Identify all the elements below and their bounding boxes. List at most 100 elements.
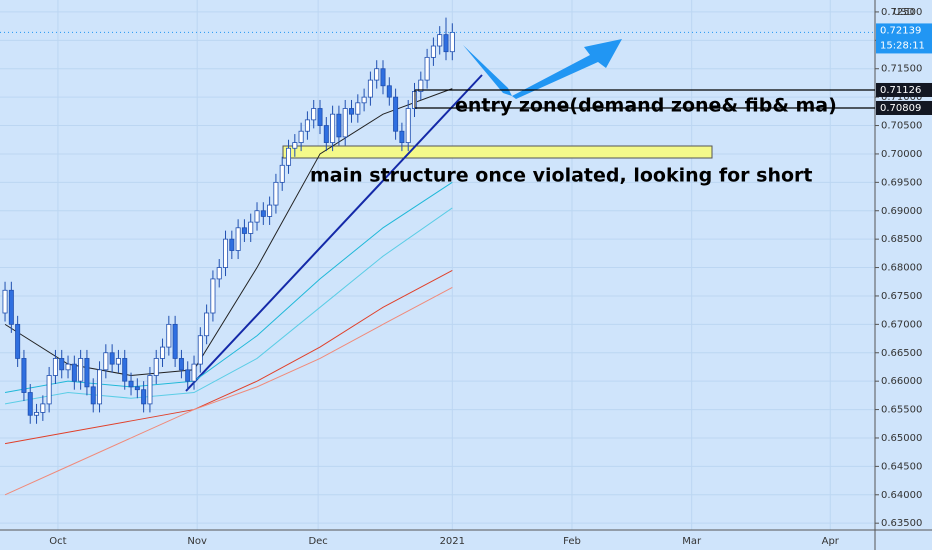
- y-tick-label: 0.68000: [881, 263, 922, 274]
- candle-body: [34, 412, 40, 416]
- candle-body: [90, 386, 96, 405]
- candle-body: [399, 130, 405, 143]
- y-tick-label: 0.66000: [881, 376, 922, 387]
- candle-body: [103, 352, 109, 371]
- level-label: 0.71126: [880, 85, 921, 96]
- candle-body: [355, 102, 361, 115]
- y-tick-label: 0.67000: [881, 319, 922, 330]
- candle-body: [141, 389, 147, 405]
- level-box: [876, 100, 932, 115]
- moving-average: [4, 88, 453, 376]
- y-tick-label: 0.71000: [881, 92, 922, 103]
- candle-body: [317, 108, 323, 126]
- x-tick-label: 2021: [440, 536, 465, 547]
- candle-body: [267, 204, 273, 217]
- x-tick-label: Mar: [682, 536, 702, 547]
- candle-body: [15, 323, 21, 359]
- y-tick-label: 0.66500: [881, 348, 922, 359]
- candle-body: [166, 323, 172, 348]
- candle-body: [78, 358, 84, 382]
- candle-body: [437, 34, 443, 47]
- last-price-box: [876, 23, 932, 54]
- candle-body: [323, 125, 329, 143]
- candle-body: [286, 147, 292, 166]
- candle-body: [330, 113, 336, 143]
- candle-body: [128, 380, 134, 388]
- candle-body: [241, 227, 247, 234]
- candle-body: [134, 386, 140, 391]
- candle-body: [160, 346, 166, 359]
- moving-average: [4, 207, 453, 405]
- candle-body: [336, 113, 342, 138]
- candle-body: [374, 68, 380, 81]
- candle-body: [449, 31, 455, 53]
- candle-body: [52, 358, 58, 376]
- candle-body: [8, 289, 14, 325]
- candle-body: [59, 358, 65, 371]
- y-tick-label: 0.71500: [881, 64, 922, 75]
- candle-body: [361, 96, 367, 104]
- candle-body: [216, 267, 222, 280]
- level-box: [876, 82, 932, 97]
- arrow-down: [463, 45, 512, 96]
- currency: USD: [893, 7, 915, 18]
- candle-body: [185, 369, 191, 382]
- arrow-up: [512, 39, 622, 99]
- candle-body: [279, 164, 285, 183]
- y-tick-label: 0.70000: [881, 149, 922, 160]
- y-tick-label: 0.63500: [881, 518, 922, 529]
- candle-body: [65, 363, 71, 371]
- candle-body: [349, 108, 355, 115]
- candle-body: [2, 289, 8, 314]
- candle-body: [235, 227, 241, 251]
- trendline: [185, 74, 483, 392]
- y-tick-label: 0.65000: [881, 433, 922, 444]
- moving-average: [4, 269, 453, 445]
- candle-body: [229, 238, 235, 251]
- candle-body: [46, 375, 52, 405]
- candle-body: [27, 392, 33, 416]
- candle-body: [71, 363, 77, 382]
- structure-zone: [282, 145, 713, 159]
- candle-body: [172, 323, 178, 359]
- candle-body: [405, 108, 411, 143]
- candle-body: [122, 358, 128, 382]
- y-tick-label: 0.67500: [881, 291, 922, 302]
- x-tick-label: Apr: [822, 536, 840, 547]
- moving-average: [4, 286, 453, 496]
- x-tick-label: Nov: [187, 536, 207, 547]
- candle-body: [197, 335, 203, 365]
- candle-body: [273, 181, 279, 206]
- candle-body: [254, 210, 260, 223]
- candle-body: [393, 96, 399, 132]
- x-tick-label: Oct: [49, 536, 66, 547]
- candle-body: [147, 375, 153, 405]
- candle-body: [223, 238, 229, 268]
- candle-body: [292, 142, 298, 149]
- candle-body: [430, 45, 436, 58]
- level-label: 0.70809: [880, 103, 921, 114]
- structure-note: main structure once violated, looking fo…: [310, 165, 813, 187]
- candle-body: [386, 85, 392, 98]
- y-tick-label: 0.65500: [881, 405, 922, 416]
- candle-body: [84, 358, 90, 388]
- candle-body: [109, 352, 115, 365]
- moving-average: [4, 181, 453, 394]
- candle-body: [311, 108, 317, 121]
- candle-body: [304, 119, 310, 132]
- entry-zone-note: entry zone(demand zone& fib& ma): [455, 95, 837, 117]
- candle-body: [367, 79, 373, 98]
- y-tick-label: 0.70500: [881, 121, 922, 132]
- candle-body: [298, 130, 304, 143]
- x-tick-label: Dec: [308, 536, 327, 547]
- candle-body: [153, 358, 159, 376]
- y-tick-label: 0.64500: [881, 461, 922, 472]
- y-tick-label: 0.69000: [881, 206, 922, 217]
- candle-body: [178, 358, 184, 371]
- x-tick-label: Feb: [563, 536, 581, 547]
- candle-body: [260, 210, 266, 217]
- candle-body: [248, 221, 254, 234]
- y-tick-label: 0.64000: [881, 490, 922, 501]
- candle-body: [21, 358, 27, 393]
